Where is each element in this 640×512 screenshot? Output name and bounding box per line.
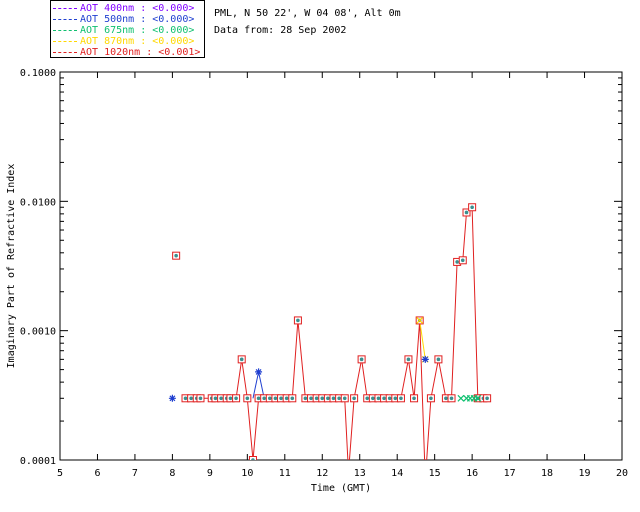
y-tick-label: 0.0001	[20, 456, 56, 467]
data-point-500nm	[421, 355, 429, 363]
legend-swatch	[53, 7, 77, 9]
data-point-inner	[320, 396, 325, 401]
data-point-inner	[303, 396, 308, 401]
data-point-inner	[268, 396, 272, 401]
series-line-1020nm	[185, 206, 488, 460]
x-tick-label: 9	[207, 468, 213, 479]
data-point-inner	[464, 210, 469, 215]
x-tick-label: 5	[57, 468, 63, 479]
data-point-inner	[331, 396, 336, 401]
site-info: PML, N 50 22', W 04 08', Alt 0m	[214, 8, 401, 19]
series-line-870nm	[419, 320, 426, 360]
data-point-inner	[239, 357, 244, 362]
data-point-inner	[449, 396, 454, 401]
data-point-inner	[382, 396, 386, 401]
data-point-inner	[455, 260, 459, 264]
data-point-inner	[337, 396, 341, 401]
data-point-inner	[485, 396, 489, 401]
x-tick-label: 12	[316, 468, 328, 479]
legend-item-1020nm: AOT 1020nm : <0.001>	[53, 47, 200, 58]
legend-item-400nm: AOT 400nm : <0.000>	[53, 3, 194, 14]
data-point-inner	[262, 396, 266, 401]
data-point-inner	[314, 396, 319, 401]
x-tick-label: 10	[241, 468, 253, 479]
data-point-inner	[429, 396, 433, 401]
data-point-inner	[359, 357, 364, 362]
x-tick-label: 19	[579, 468, 591, 479]
data-point-500nm	[168, 394, 176, 402]
data-point-inner	[296, 318, 300, 323]
x-tick-label: 18	[541, 468, 553, 479]
data-point-inner	[436, 357, 441, 362]
legend-swatch	[53, 40, 77, 42]
legend-label: AOT 1020nm : <0.001>	[80, 47, 201, 58]
date-info: Data from: 28 Sep 2002	[214, 25, 347, 36]
legend: AOT 400nm : <0.000> AOT 500nm : <0.000> …	[50, 0, 205, 58]
data-point-inner	[365, 396, 370, 401]
x-tick-label: 14	[391, 468, 403, 479]
legend-label: AOT 675nm : <0.000>	[80, 25, 195, 36]
data-point-inner	[387, 396, 392, 401]
data-point-inner	[326, 396, 330, 401]
data-point-inner	[284, 396, 289, 401]
data-point-inner	[342, 396, 347, 401]
x-tick-label: 8	[169, 468, 175, 479]
legend-swatch	[53, 18, 77, 20]
x-tick-label: 16	[466, 468, 478, 479]
data-point-inner	[376, 396, 381, 401]
legend-label: AOT 500nm : <0.000>	[80, 14, 195, 25]
legend-item-500nm: AOT 500nm : <0.000>	[53, 14, 194, 25]
data-point-inner	[309, 396, 313, 401]
data-point-inner	[279, 396, 283, 401]
data-point-inner	[219, 396, 223, 401]
plot-frame	[59, 71, 623, 461]
data-point-inner	[444, 396, 448, 401]
y-axis-title: Imaginary Part of Refractive Index	[6, 164, 17, 369]
data-point-inner	[228, 396, 233, 401]
data-point-inner	[460, 258, 465, 263]
legend-swatch	[53, 29, 77, 31]
data-point-inner	[245, 396, 250, 401]
y-tick-label: 0.0100	[20, 197, 56, 208]
data-point-inner	[352, 396, 356, 401]
data-point-inner	[290, 396, 295, 401]
legend-swatch	[53, 51, 77, 53]
data-point-675nm	[457, 394, 465, 402]
legend-label: AOT 400nm : <0.000>	[80, 3, 195, 14]
data-point-inner	[406, 357, 411, 362]
x-tick-label: 11	[279, 468, 291, 479]
y-tick-label: 0.0010	[20, 327, 56, 338]
data-point-inner	[213, 396, 218, 401]
plot-series	[168, 203, 492, 460]
x-tick-label: 6	[94, 468, 100, 479]
data-point-inner	[371, 396, 375, 401]
x-tick-label: 13	[354, 468, 366, 479]
data-point-inner	[198, 396, 203, 401]
data-point-inner	[234, 396, 238, 401]
data-point-inner	[256, 396, 261, 401]
data-point-inner	[412, 396, 416, 401]
data-point-inner	[251, 458, 255, 460]
x-axis-title: Time (GMT)	[311, 483, 371, 494]
data-point-inner	[393, 396, 398, 401]
data-point-inner	[189, 396, 193, 401]
data-point-inner	[470, 205, 474, 210]
data-point-870nm	[416, 317, 424, 324]
data-point-inner	[399, 396, 403, 401]
legend-label: AOT 870nm : <0.000>	[80, 36, 195, 47]
x-tick-label: 7	[132, 468, 138, 479]
data-point-675nm	[474, 394, 482, 402]
x-tick-label: 15	[429, 468, 441, 479]
y-tick-label: 0.1000	[20, 68, 56, 79]
data-point-inner	[183, 396, 188, 401]
x-tick-label: 20	[616, 468, 628, 479]
legend-item-675nm: AOT 675nm : <0.000>	[53, 25, 194, 36]
data-point-500nm	[255, 368, 263, 376]
x-tick-label: 17	[504, 468, 516, 479]
data-point-inner	[174, 253, 178, 258]
legend-item-870nm: AOT 870nm : <0.000>	[53, 36, 194, 47]
data-point-inner	[273, 396, 278, 401]
